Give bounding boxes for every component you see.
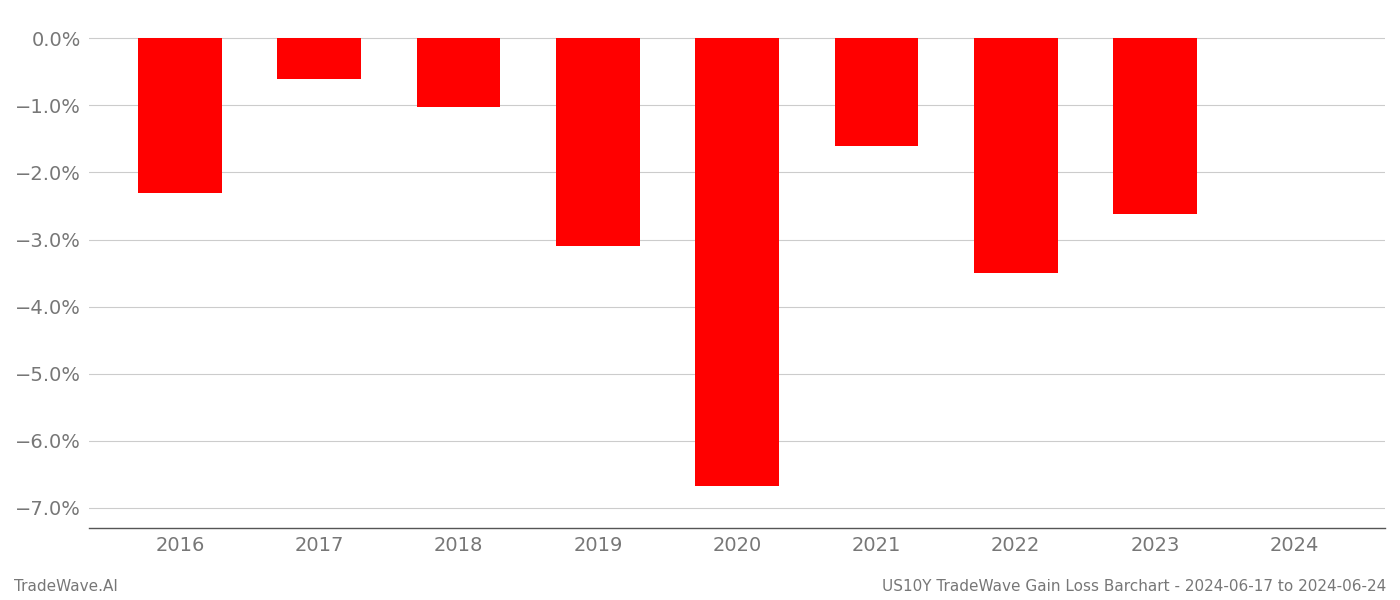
- Bar: [1113, 38, 1197, 214]
- Bar: [556, 38, 640, 246]
- Bar: [974, 38, 1057, 273]
- Bar: [696, 38, 778, 486]
- Bar: [417, 38, 500, 107]
- Text: US10Y TradeWave Gain Loss Barchart - 2024-06-17 to 2024-06-24: US10Y TradeWave Gain Loss Barchart - 202…: [882, 579, 1386, 594]
- Text: TradeWave.AI: TradeWave.AI: [14, 579, 118, 594]
- Bar: [834, 38, 918, 146]
- Bar: [277, 38, 361, 79]
- Bar: [139, 38, 221, 193]
